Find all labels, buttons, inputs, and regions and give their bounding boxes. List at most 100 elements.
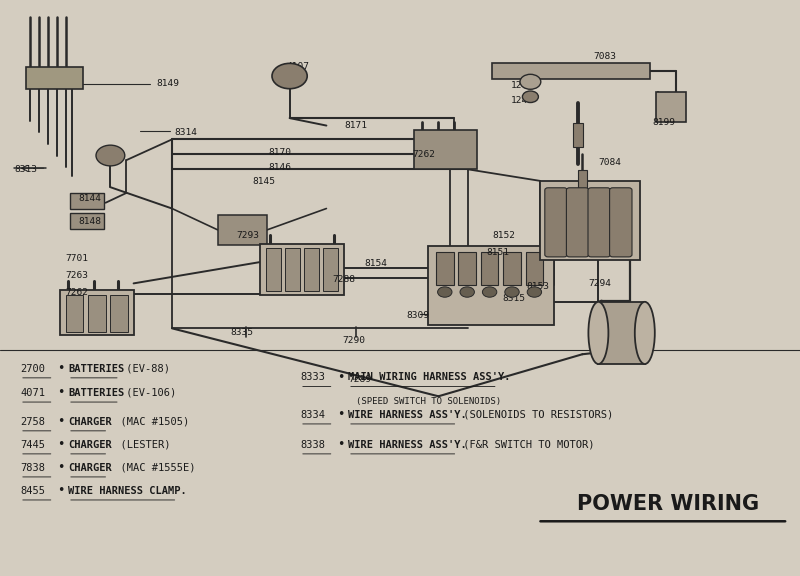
- Text: 7445: 7445: [20, 439, 45, 450]
- Text: 8146: 8146: [268, 162, 291, 172]
- Text: 8154: 8154: [364, 259, 387, 268]
- Circle shape: [96, 145, 125, 166]
- Text: 8144: 8144: [78, 194, 102, 203]
- Circle shape: [505, 287, 519, 297]
- FancyBboxPatch shape: [588, 188, 610, 257]
- Text: 1241: 1241: [510, 96, 534, 105]
- Circle shape: [272, 63, 307, 89]
- Text: 7262: 7262: [66, 288, 89, 297]
- Ellipse shape: [588, 302, 608, 364]
- Text: 8151: 8151: [486, 248, 510, 257]
- Text: 8316: 8316: [572, 202, 595, 211]
- Text: 8152: 8152: [492, 230, 515, 240]
- Text: 8171: 8171: [344, 121, 367, 130]
- Text: 4071: 4071: [20, 388, 45, 398]
- Ellipse shape: [635, 302, 655, 364]
- Text: MAIN WIRING HARNESS ASS'Y.: MAIN WIRING HARNESS ASS'Y.: [348, 372, 510, 382]
- Text: •: •: [58, 438, 65, 451]
- Text: 8335: 8335: [230, 328, 254, 338]
- Bar: [436, 252, 454, 285]
- Circle shape: [527, 287, 542, 297]
- Text: 8455: 8455: [20, 486, 45, 496]
- FancyBboxPatch shape: [566, 188, 589, 257]
- Bar: [88, 295, 106, 332]
- Text: 7083: 7083: [594, 52, 617, 61]
- Text: WIRE HARNESS ASS'Y.: WIRE HARNESS ASS'Y.: [348, 410, 466, 420]
- Bar: [70, 193, 104, 209]
- Text: 8315: 8315: [502, 294, 526, 303]
- Text: 2758: 2758: [20, 416, 45, 427]
- Text: •: •: [58, 484, 65, 497]
- Bar: [481, 252, 498, 285]
- Text: CHARGER: CHARGER: [68, 439, 112, 450]
- Bar: [266, 248, 281, 291]
- Bar: [598, 302, 645, 364]
- Text: (EV-88): (EV-88): [120, 363, 170, 374]
- FancyBboxPatch shape: [610, 188, 632, 257]
- Text: CHARGER: CHARGER: [68, 416, 112, 427]
- Text: 7294: 7294: [588, 279, 611, 288]
- Bar: [218, 215, 267, 245]
- Text: 8148: 8148: [78, 217, 102, 226]
- Bar: [60, 290, 134, 335]
- Text: •: •: [58, 461, 65, 474]
- Circle shape: [460, 287, 474, 297]
- Text: 8153: 8153: [526, 282, 550, 291]
- Bar: [70, 213, 104, 229]
- Text: •: •: [338, 408, 345, 421]
- Text: CHARGER: CHARGER: [68, 463, 112, 473]
- Bar: [656, 92, 686, 122]
- Text: •: •: [58, 415, 65, 428]
- Text: (MAC #1555E): (MAC #1555E): [108, 463, 196, 473]
- Text: (SPEED SWITCH TO SOLENOIDS): (SPEED SWITCH TO SOLENOIDS): [356, 397, 501, 406]
- Text: 2700: 2700: [20, 363, 45, 374]
- Bar: [578, 170, 587, 195]
- Text: 1242: 1242: [510, 81, 534, 90]
- Text: POWER WIRING: POWER WIRING: [577, 494, 759, 514]
- Text: 8338: 8338: [300, 439, 325, 450]
- Bar: [503, 252, 521, 285]
- Text: WIRE HARNESS ASS'Y.: WIRE HARNESS ASS'Y.: [348, 439, 466, 450]
- Bar: [526, 252, 543, 285]
- Bar: [428, 246, 554, 325]
- Bar: [573, 123, 583, 147]
- Bar: [285, 248, 300, 291]
- Text: WIRE HARNESS CLAMP.: WIRE HARNESS CLAMP.: [68, 486, 186, 496]
- Text: •: •: [338, 371, 345, 384]
- Text: 7701: 7701: [66, 253, 89, 263]
- Bar: [458, 252, 476, 285]
- Text: 7289: 7289: [348, 374, 371, 384]
- Text: 7838: 7838: [20, 463, 45, 473]
- Text: 8170: 8170: [268, 148, 291, 157]
- Text: (LESTER): (LESTER): [108, 439, 171, 450]
- Bar: [304, 248, 319, 291]
- FancyBboxPatch shape: [545, 188, 567, 257]
- Bar: [540, 181, 640, 260]
- Bar: [110, 295, 128, 332]
- Text: 8334: 8334: [300, 410, 325, 420]
- Text: (F&R SWITCH TO MOTOR): (F&R SWITCH TO MOTOR): [458, 439, 595, 450]
- Text: 8314: 8314: [174, 128, 198, 137]
- Bar: [66, 295, 83, 332]
- Circle shape: [520, 74, 541, 89]
- Text: 7084: 7084: [598, 158, 622, 167]
- Text: •: •: [338, 438, 345, 451]
- Circle shape: [482, 287, 497, 297]
- Text: 7293: 7293: [236, 230, 259, 240]
- Text: 8145: 8145: [252, 177, 275, 186]
- Text: 4107: 4107: [286, 62, 310, 71]
- Bar: [26, 67, 83, 89]
- Text: 7290: 7290: [342, 336, 366, 346]
- Text: 8333: 8333: [300, 372, 325, 382]
- Text: 7262: 7262: [412, 150, 435, 159]
- Bar: [414, 130, 477, 169]
- Text: (SOLENOIDS TO RESISTORS): (SOLENOIDS TO RESISTORS): [458, 410, 614, 420]
- Bar: [323, 248, 338, 291]
- Text: (EV-106): (EV-106): [120, 388, 176, 398]
- Circle shape: [522, 91, 538, 103]
- Text: 8309: 8309: [406, 311, 430, 320]
- Bar: [492, 63, 650, 79]
- Text: BATTERIES: BATTERIES: [68, 363, 124, 374]
- Text: •: •: [58, 362, 65, 375]
- Text: 8313: 8313: [14, 165, 38, 175]
